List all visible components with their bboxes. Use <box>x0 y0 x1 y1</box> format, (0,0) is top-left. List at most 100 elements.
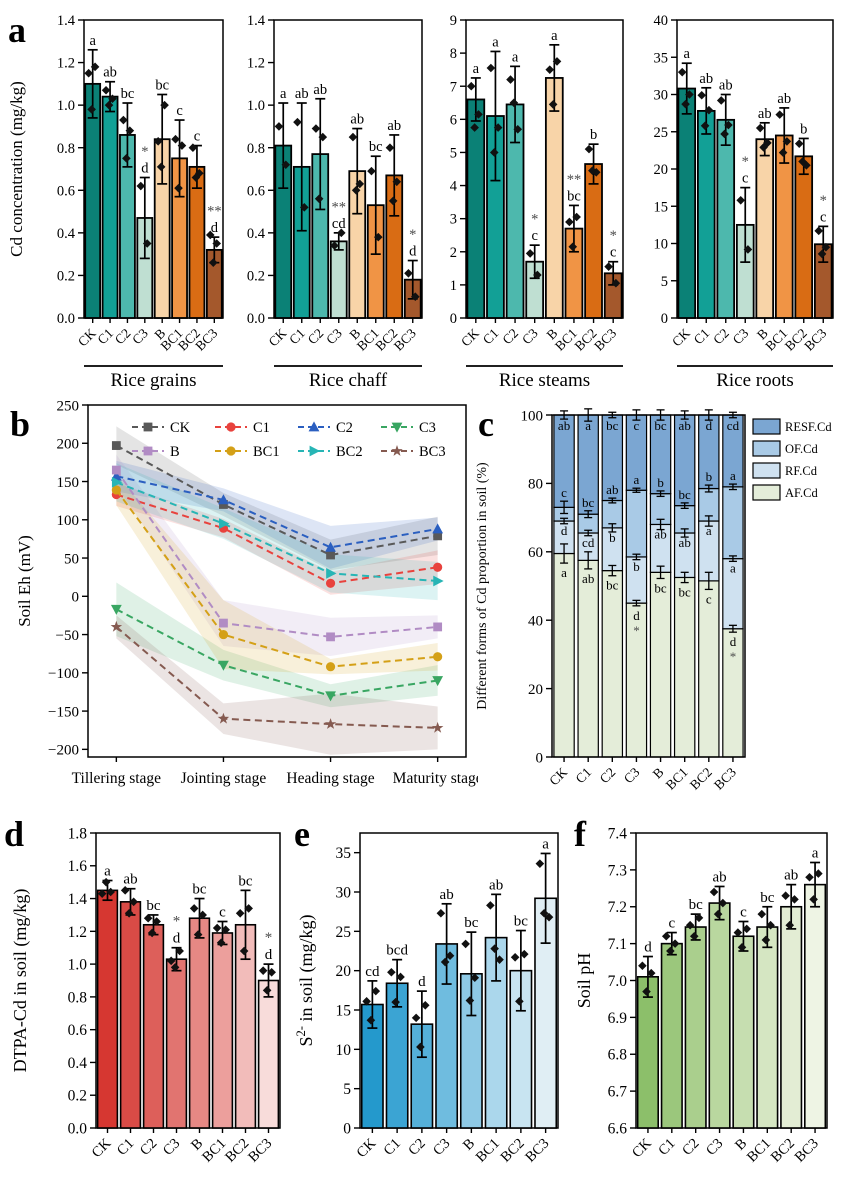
x-axis-category-label: BC1 <box>744 1136 774 1166</box>
significance-letter: d <box>561 523 568 538</box>
panel-b-soil-eh-line-chart: −200 −150 −100 −50 0 50 100 150 200 250 Tillering … <box>10 398 478 787</box>
plot-frame <box>359 832 559 1129</box>
data-point-diamond <box>821 242 831 252</box>
significance-letter: c <box>706 591 712 606</box>
y-axis-tick-label: 6 <box>450 112 457 128</box>
data-point-diamond <box>108 94 117 104</box>
legend-label: OF.Cd <box>785 442 818 456</box>
data-point-diamond <box>470 973 480 983</box>
circle-marker <box>433 562 443 572</box>
legend-label: AF.Cd <box>785 486 818 500</box>
y-axis-label: Soil pH <box>574 953 594 1009</box>
data-point-diamond <box>545 65 555 74</box>
y-axis-tick-label: 7 <box>450 79 457 95</box>
data-point-diamond <box>709 887 719 897</box>
legend-label: BC3 <box>419 444 446 460</box>
significance-star: * <box>610 228 617 244</box>
data-point-diamond <box>445 951 455 961</box>
significance-letter: bc <box>654 418 667 433</box>
x-axis-category-label: C2 <box>137 1136 160 1159</box>
y-axis-tick-label: 30 <box>654 88 669 104</box>
significance-letter: bc <box>606 418 619 433</box>
significance-letter: a <box>812 846 819 862</box>
y-axis-tick-label: 7.4 <box>608 825 628 842</box>
data-point-diamond <box>766 920 775 930</box>
data-point-diamond <box>120 886 130 895</box>
data-point-diamond <box>410 292 420 302</box>
y-axis-tick-label: 0 <box>343 1120 351 1137</box>
confidence-band <box>116 454 438 656</box>
significance-letter: ab <box>103 65 117 81</box>
y-axis-tick-label: 0.4 <box>247 226 266 242</box>
y-axis-label: Cd concentration (mg/kg) <box>7 81 26 257</box>
confidence-band <box>116 582 438 708</box>
y-axis-tick-label: 0.0 <box>57 311 75 327</box>
data-point-diamond <box>509 98 519 108</box>
circle-marker <box>226 422 236 432</box>
data-point-diamond <box>166 956 176 966</box>
data-point-diamond <box>552 57 562 66</box>
series-line-CK <box>115 444 438 557</box>
significance-letter: bc <box>192 882 207 898</box>
triangle-right-marker <box>309 445 320 457</box>
data-point-diamond <box>465 996 475 1005</box>
data-point-diamond <box>420 1000 430 1010</box>
legend-label: BC1 <box>253 444 280 460</box>
legend-label: C1 <box>253 420 270 436</box>
data-point-diamond <box>495 955 504 964</box>
legend-label: B <box>170 444 180 460</box>
x-axis-category-label: C3 <box>129 325 151 347</box>
data-point-diamond <box>244 904 253 913</box>
significance-letter: a <box>551 28 558 44</box>
x-axis-category-label: C3 <box>430 1136 453 1159</box>
y-axis-tick-label: −200 <box>48 743 79 759</box>
data-point-diamond <box>411 1013 421 1023</box>
significance-letter: bc <box>121 86 135 102</box>
data-point-diamond <box>391 997 400 1007</box>
significance-letter: ab <box>558 418 570 433</box>
data-point-diamond <box>685 920 695 930</box>
data-point-diamond <box>330 241 339 250</box>
significance-letter: ab <box>758 106 772 122</box>
x-axis-stage-label: Jointing stage <box>181 770 267 787</box>
x-axis-stage-label: Heading stage <box>286 770 374 787</box>
x-axis-category-label: C3 <box>323 325 345 347</box>
x-axis-category-label: BC2 <box>687 765 715 793</box>
significance-star: ** <box>567 172 582 188</box>
x-axis-category-label: C2 <box>679 1136 702 1159</box>
y-axis-tick-label: 1.0 <box>68 957 88 974</box>
y-axis-tick-label: 1 <box>450 278 457 294</box>
legend-swatch <box>752 440 781 457</box>
y-axis-tick-label: 4 <box>450 179 458 195</box>
significance-letter: b <box>633 559 640 574</box>
data-point-diamond <box>101 877 111 887</box>
x-axis-category-label: BC3 <box>801 325 829 353</box>
data-point-diamond <box>584 144 594 154</box>
data-point-diamond <box>685 90 694 99</box>
significance-letter: a <box>730 561 736 576</box>
stack-segment-AF.Cd <box>601 570 624 758</box>
significance-letter: ab <box>784 868 798 884</box>
x-axis-category-label: BC1 <box>663 765 691 793</box>
data-point-diamond <box>136 181 146 191</box>
square-marker <box>326 550 335 560</box>
significance-letter: ab <box>489 877 503 893</box>
x-axis-category-label: BC3 <box>792 1136 822 1166</box>
significance-letter: ab <box>440 887 454 903</box>
y-axis-tick-label: 10 <box>336 1042 352 1059</box>
significance-letter: bc <box>654 580 667 595</box>
data-point-diamond <box>588 166 597 175</box>
significance-star: * <box>265 930 273 946</box>
data-point-diamond <box>646 968 656 978</box>
y-axis-tick-label: 0 <box>450 311 457 327</box>
panel-letter-b: b <box>10 404 30 444</box>
data-point-diamond <box>638 961 647 971</box>
data-point-diamond <box>763 138 772 148</box>
bar <box>257 979 280 1129</box>
significance-letter: d <box>633 608 640 623</box>
y-axis-tick-label: 3 <box>450 212 457 228</box>
